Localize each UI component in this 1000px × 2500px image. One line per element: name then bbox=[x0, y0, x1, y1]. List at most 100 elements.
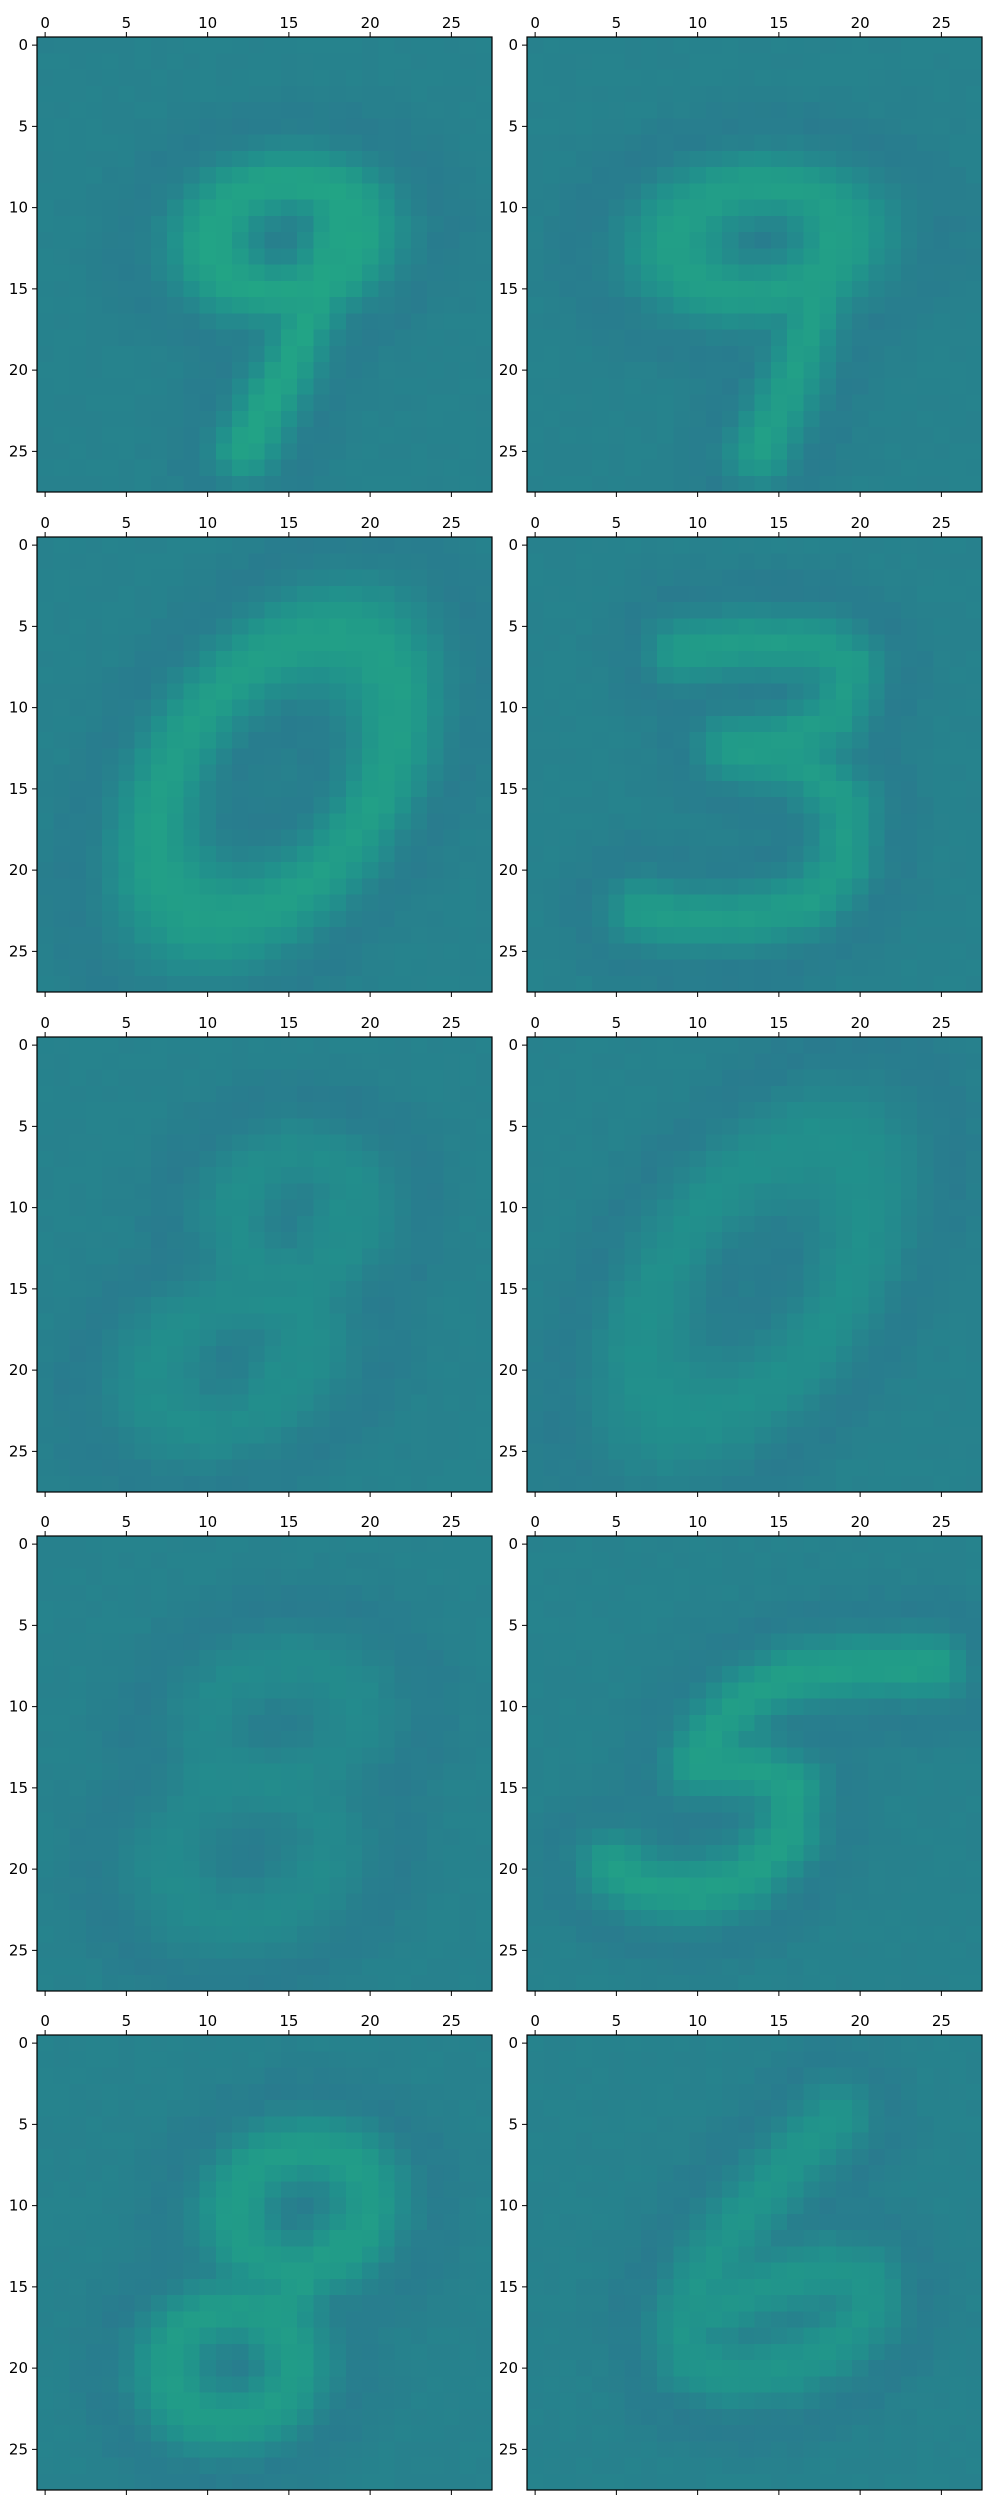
heatmap-cell bbox=[868, 248, 886, 266]
heatmap-cell bbox=[37, 1085, 54, 1103]
heatmap-cell bbox=[232, 345, 249, 363]
heatmap-cell bbox=[835, 634, 853, 652]
heatmap-cell bbox=[232, 1232, 249, 1249]
heatmap-cell bbox=[37, 313, 54, 331]
heatmap-cell bbox=[410, 264, 428, 282]
heatmap-cell bbox=[37, 585, 54, 603]
heatmap-cell bbox=[738, 813, 756, 831]
heatmap-cell bbox=[933, 1410, 951, 1428]
heatmap-cell bbox=[770, 943, 788, 961]
heatmap-cell bbox=[592, 1102, 609, 1119]
heatmap-cell bbox=[917, 297, 934, 314]
heatmap-cell bbox=[657, 37, 674, 54]
heatmap-cell bbox=[787, 362, 804, 379]
heatmap-cell bbox=[410, 764, 428, 782]
heatmap-cell bbox=[345, 650, 363, 668]
heatmap-cell bbox=[264, 167, 282, 184]
heatmap-cell bbox=[459, 1167, 477, 1184]
heatmap-cell bbox=[167, 280, 184, 298]
heatmap-cell bbox=[378, 1248, 396, 1266]
heatmap-cell bbox=[53, 667, 71, 684]
heatmap-cell bbox=[394, 427, 412, 444]
heatmap-cell bbox=[640, 650, 658, 668]
heatmap-cell bbox=[689, 1280, 707, 1298]
heatmap-cell bbox=[787, 1248, 804, 1266]
heatmap-cell bbox=[543, 1378, 561, 1396]
heatmap-cell bbox=[965, 1329, 983, 1347]
heatmap-cell bbox=[297, 134, 314, 152]
heatmap-cell bbox=[134, 215, 152, 233]
heatmap-cell bbox=[232, 427, 249, 444]
heatmap-cell bbox=[410, 732, 428, 749]
heatmap-cell bbox=[69, 427, 87, 444]
heatmap-cell bbox=[362, 764, 379, 782]
heatmap-cell bbox=[394, 862, 412, 879]
heatmap-cell bbox=[37, 1410, 54, 1428]
heatmap-cell bbox=[69, 1345, 87, 1363]
heatmap-cell bbox=[738, 1150, 756, 1168]
heatmap-cell bbox=[738, 1215, 756, 1233]
heatmap-cell bbox=[933, 264, 951, 282]
heatmap-cell bbox=[297, 748, 314, 766]
heatmap-cell bbox=[167, 1459, 184, 1477]
heatmap-cell bbox=[884, 634, 902, 652]
heatmap-cell bbox=[657, 683, 674, 701]
heatmap-cell bbox=[965, 1345, 983, 1363]
heatmap-cell bbox=[475, 829, 493, 847]
heatmap-cell bbox=[459, 248, 477, 266]
heatmap-cell bbox=[394, 1345, 412, 1363]
heatmap-cell bbox=[264, 102, 282, 119]
heatmap-cell bbox=[608, 1443, 626, 1461]
heatmap-cell bbox=[329, 959, 347, 977]
heatmap-cell bbox=[819, 829, 837, 847]
heatmap-cell bbox=[592, 1167, 609, 1184]
heatmap-cell bbox=[592, 1150, 609, 1168]
heatmap-cell bbox=[592, 1459, 609, 1477]
heatmap-cell bbox=[378, 167, 396, 184]
heatmap-cell bbox=[933, 1102, 951, 1119]
heatmap-cell bbox=[232, 927, 249, 944]
heatmap-cell bbox=[949, 1329, 967, 1347]
heatmap-cell bbox=[705, 459, 723, 477]
heatmap-cell bbox=[427, 1264, 444, 1282]
heatmap-cell bbox=[378, 569, 396, 587]
heatmap-cell bbox=[673, 683, 691, 701]
heatmap-cell bbox=[624, 1410, 642, 1428]
x-tick-label: 25 bbox=[932, 514, 951, 532]
heatmap-cell bbox=[280, 1345, 298, 1363]
heatmap-cell bbox=[592, 1069, 609, 1087]
heatmap-cell bbox=[37, 1199, 54, 1217]
y-tick-label: 0 bbox=[18, 536, 28, 554]
heatmap-cell bbox=[933, 37, 951, 54]
heatmap-cell bbox=[608, 183, 626, 201]
heatmap-cell bbox=[248, 1134, 266, 1152]
heatmap-cell bbox=[53, 1427, 71, 1444]
heatmap-cell bbox=[559, 264, 577, 282]
heatmap-cell bbox=[673, 1345, 691, 1363]
heatmap-cell bbox=[475, 715, 493, 733]
heatmap-cell bbox=[215, 650, 233, 668]
heatmap-cell bbox=[705, 813, 723, 831]
heatmap-cell bbox=[689, 459, 707, 477]
heatmap-cell bbox=[475, 667, 493, 684]
heatmap-cell bbox=[118, 1394, 136, 1412]
heatmap-cell bbox=[345, 102, 363, 119]
heatmap-cell bbox=[313, 1199, 331, 1217]
heatmap-cell bbox=[657, 1264, 674, 1282]
heatmap-cell bbox=[313, 1459, 331, 1477]
heatmap-cell bbox=[575, 862, 593, 879]
heatmap-cell bbox=[965, 1427, 983, 1444]
heatmap-cell bbox=[362, 215, 379, 233]
heatmap-cell bbox=[917, 1053, 934, 1071]
heatmap-cell bbox=[689, 1378, 707, 1396]
heatmap-cell bbox=[527, 618, 544, 636]
heatmap-cell bbox=[640, 732, 658, 749]
heatmap-cell bbox=[313, 329, 331, 347]
heatmap-cell bbox=[248, 150, 266, 168]
heatmap-cell bbox=[559, 959, 577, 977]
heatmap-cell bbox=[689, 1329, 707, 1347]
heatmap-cell bbox=[608, 264, 626, 282]
heatmap-cell bbox=[575, 313, 593, 331]
heatmap-cell bbox=[280, 1410, 298, 1428]
heatmap-cell bbox=[835, 248, 853, 266]
